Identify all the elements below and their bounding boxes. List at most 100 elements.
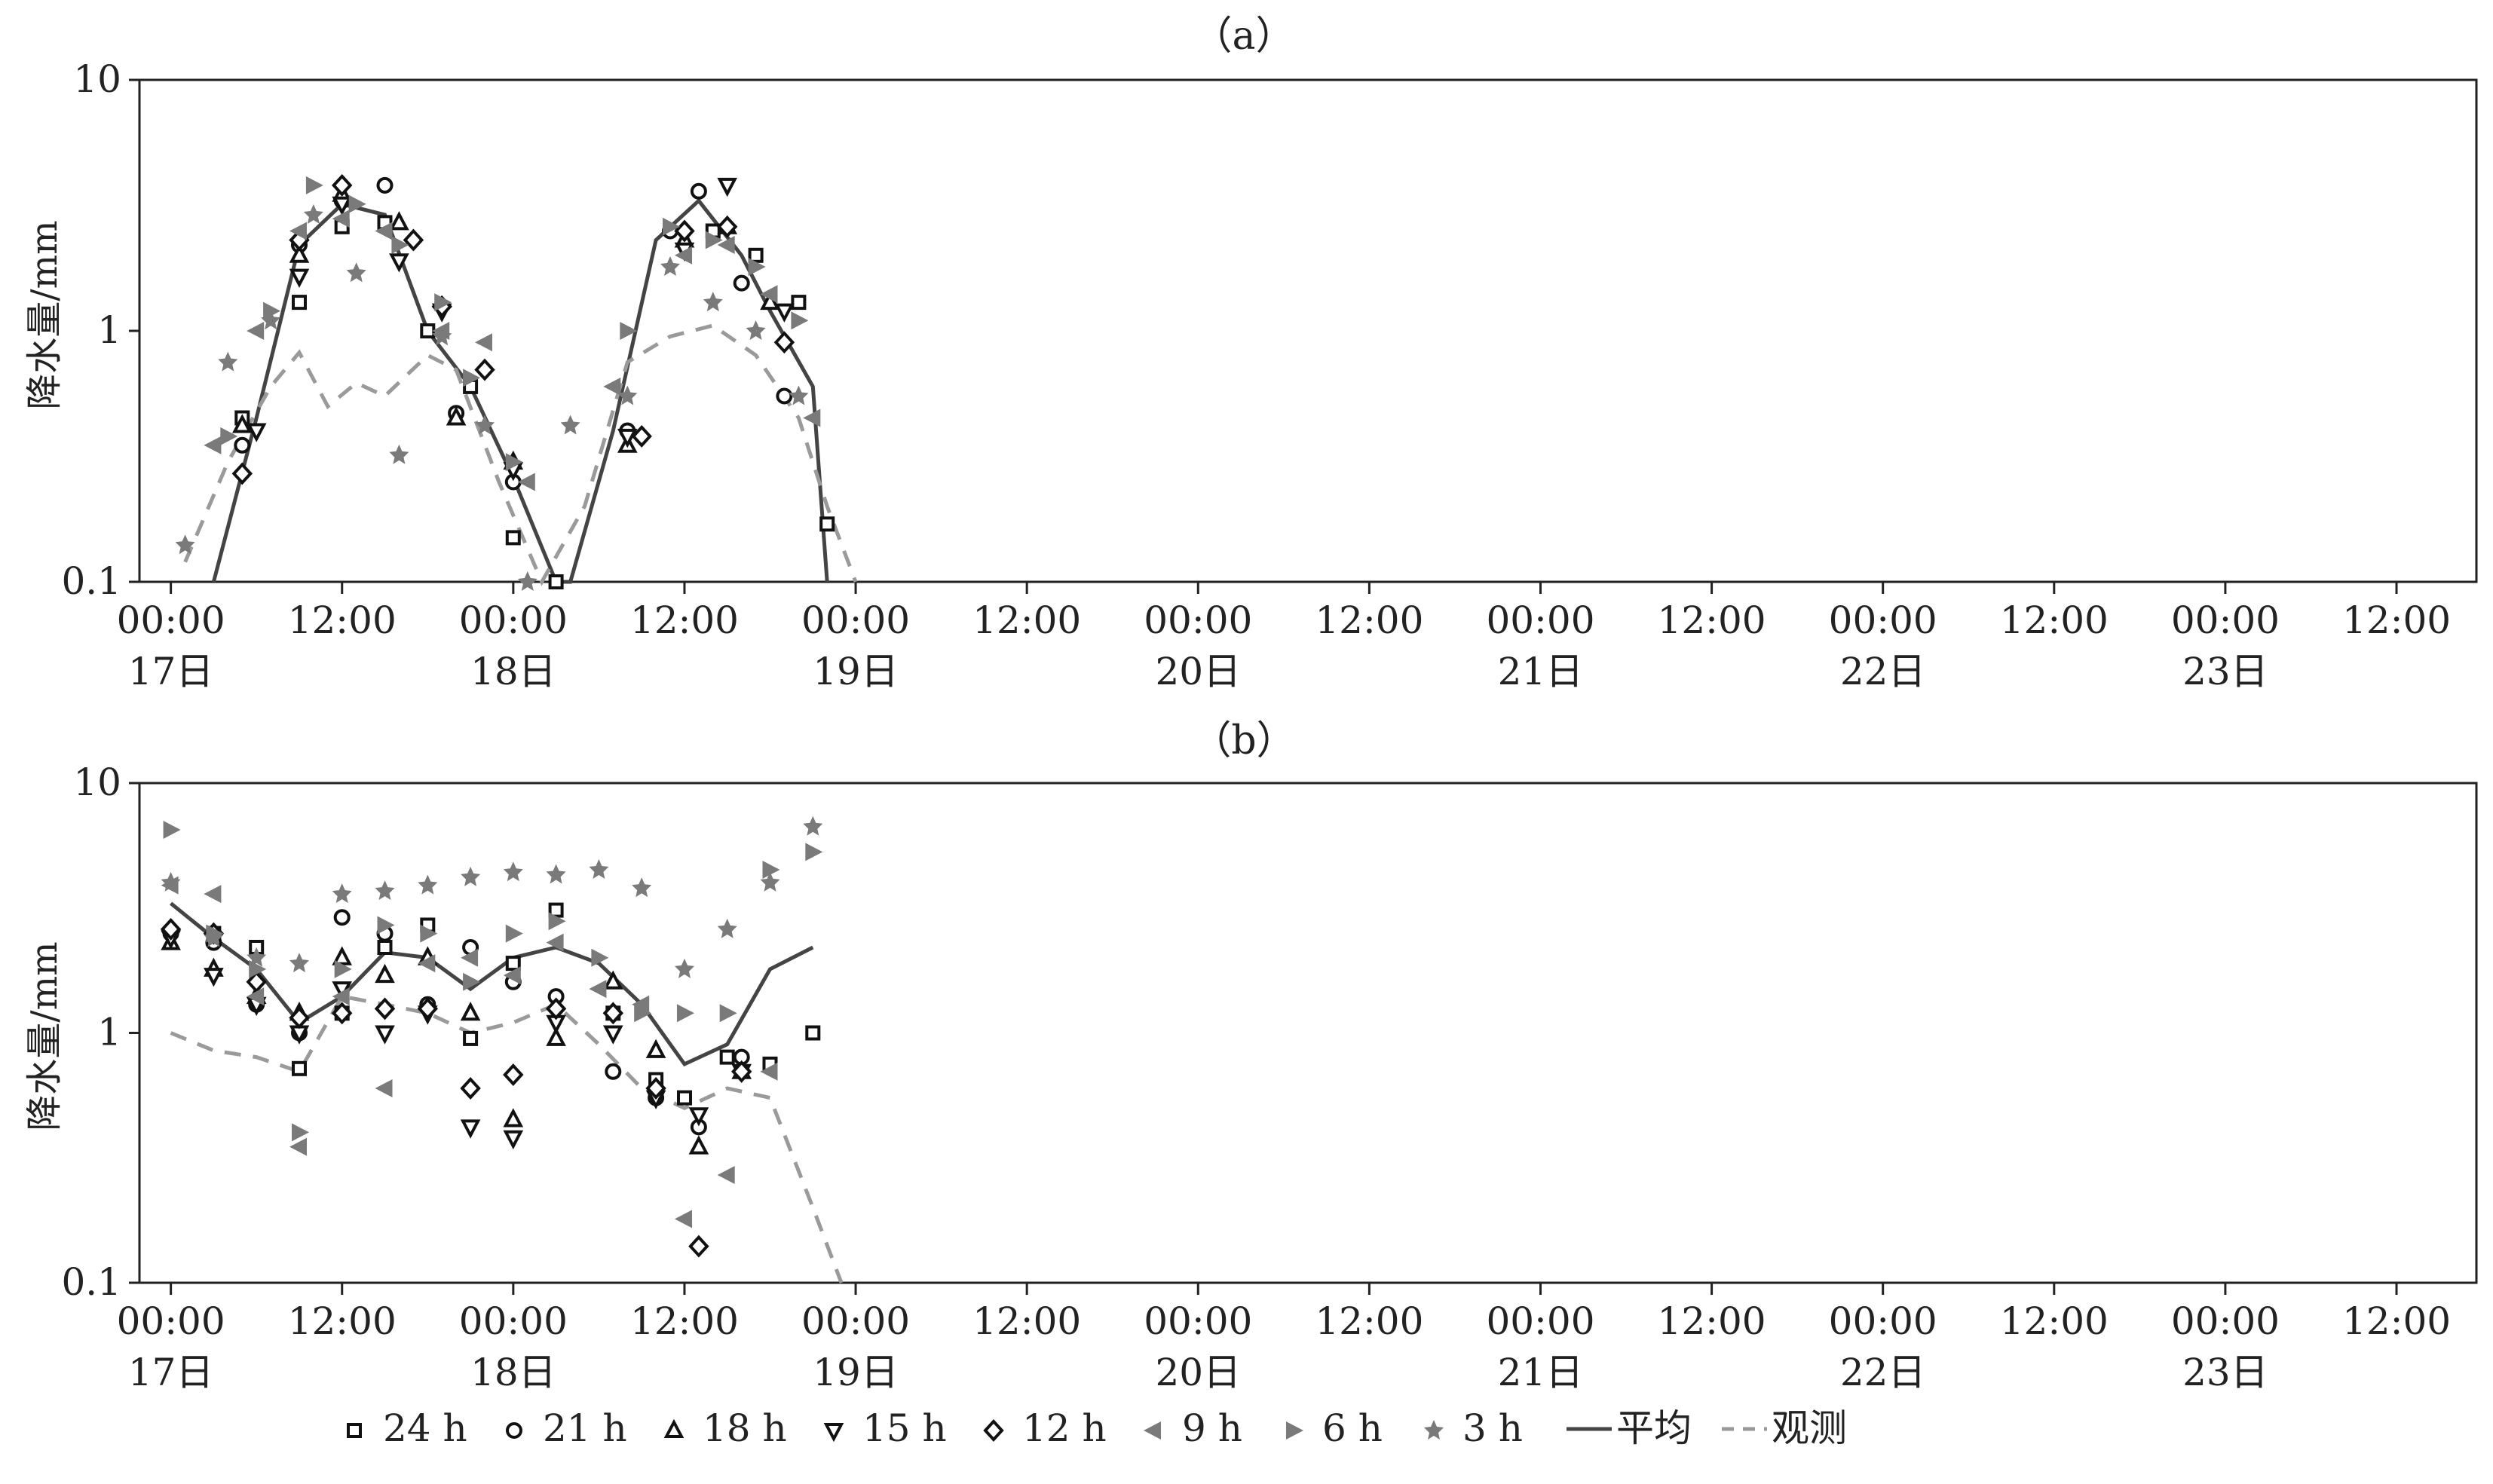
triangle-down-marker [604,1025,623,1043]
triangle-left-marker [603,377,621,396]
star-marker [717,918,737,938]
star-marker [332,883,352,904]
triangle-down-marker [718,177,737,195]
triangle-down-legend-marker [825,1423,843,1440]
x-day-label: 19日 [813,1351,899,1394]
triangle-left-legend-marker [1144,1421,1161,1440]
triangle-right-marker [719,1004,737,1023]
circle-marker [234,436,251,454]
star-marker [389,444,409,464]
mean-line [170,901,814,1067]
star-marker [789,385,809,405]
x-tick-label: 00:00 [2171,1299,2280,1343]
y-tick-label: 0.1 [61,1260,121,1304]
panel-b-lines [170,901,844,1284]
star-marker [632,877,652,898]
star-marker [175,534,195,555]
panel-a: （a） 降水量/mm 0.1 1 10 00:00 17日 12:00 00:00 18日 1… [23,14,2478,693]
square-marker [420,323,436,338]
panel-a-marks [175,174,835,591]
triangle-left-marker [247,322,265,340]
x-day-label: 21日 [1498,1351,1584,1394]
x-tick-label: 12:00 [1315,1299,1423,1343]
x-day-label: 18日 [470,650,556,693]
square-marker [548,574,564,589]
x-day-label: 19日 [813,650,899,693]
x-tick-label: 12:00 [288,598,397,642]
x-tick-label: 00:00 [117,1299,225,1343]
square-marker [677,1090,692,1106]
triangle-left-marker [204,885,222,904]
panel-a-xaxis: 00:00 17日 12:00 00:00 18日 12:00 00:00 19日 12:00 0… [117,582,2451,693]
triangle-right-legend-marker [1286,1421,1303,1440]
legend-label: 12 h [1022,1406,1107,1450]
square-marker [377,940,393,955]
x-tick-label: 00:00 [2171,598,2280,642]
observed-line [170,994,844,1284]
x-tick-label: 12:00 [972,1299,1081,1343]
diamond-marker [289,1007,309,1029]
triangle-up-marker [647,1040,666,1058]
x-tick-label: 12:00 [2342,598,2451,642]
x-tick-label: 00:00 [459,598,568,642]
star-marker [546,864,566,884]
panel-b-ylabel: 降水量/mm [23,941,66,1131]
circle-marker [776,387,793,405]
x-day-label: 17日 [128,650,214,693]
panel-a-frame [138,78,2478,583]
square-marker [463,1030,479,1046]
x-tick-label: 00:00 [1144,598,1252,642]
triangle-up-marker [689,1137,708,1155]
triangle-right-marker [677,1004,694,1023]
star-marker [660,256,680,276]
square-marker [805,1025,821,1041]
triangle-up-marker [504,1109,522,1128]
x-tick-label: 00:00 [1486,598,1594,642]
legend-label: 3 h [1462,1406,1523,1450]
triangle-left-marker [675,1210,692,1229]
circle-marker [690,182,707,200]
star-marker [375,880,395,901]
x-tick-label: 12:00 [630,598,739,642]
diamond-marker [503,1064,523,1085]
y-tick-label: 1 [97,1011,121,1054]
star-marker [503,861,523,882]
x-tick-label: 00:00 [801,598,910,642]
star-marker [803,815,823,836]
legend-label: 15 h [862,1406,947,1450]
triangle-left-marker [717,1166,735,1184]
x-tick-label: 12:00 [972,598,1081,642]
triangle-left-marker [475,333,492,352]
star-marker [560,415,580,435]
triangle-up-marker [604,971,623,990]
star-marker [218,351,238,372]
circle-marker [605,1063,622,1080]
square-marker [719,1049,735,1065]
triangle-left-marker [803,408,821,427]
triangle-down-marker [375,1025,394,1043]
panel-b: （b） 降水量/mm 0.1 1 10 00:00 17日 12:00 00:00 18日 1… [23,718,2478,1394]
circle-marker [376,176,394,194]
diamond-marker [675,220,694,242]
y-tick-label: 10 [73,57,121,101]
diamond-marker [461,1078,481,1099]
circle-legend-marker [506,1422,522,1439]
circle-marker [733,274,750,292]
legend-label: 24 h [383,1406,467,1450]
star-marker [303,204,323,224]
triangle-down-marker [204,968,223,986]
x-tick-label: 12:00 [2000,1299,2109,1343]
x-tick-label: 12:00 [2000,598,2109,642]
x-tick-label: 12:00 [1658,1299,1766,1343]
x-day-label: 21日 [1498,650,1584,693]
triangle-left-marker [204,436,222,454]
star-legend-marker [1424,1420,1444,1440]
triangle-down-marker [775,303,794,321]
square-legend-marker [347,1423,362,1438]
triangle-right-marker [163,821,181,839]
x-day-label: 18日 [470,1351,556,1394]
x-day-label: 17日 [128,1351,214,1394]
x-tick-label: 00:00 [459,1299,568,1343]
square-marker [292,1060,307,1076]
